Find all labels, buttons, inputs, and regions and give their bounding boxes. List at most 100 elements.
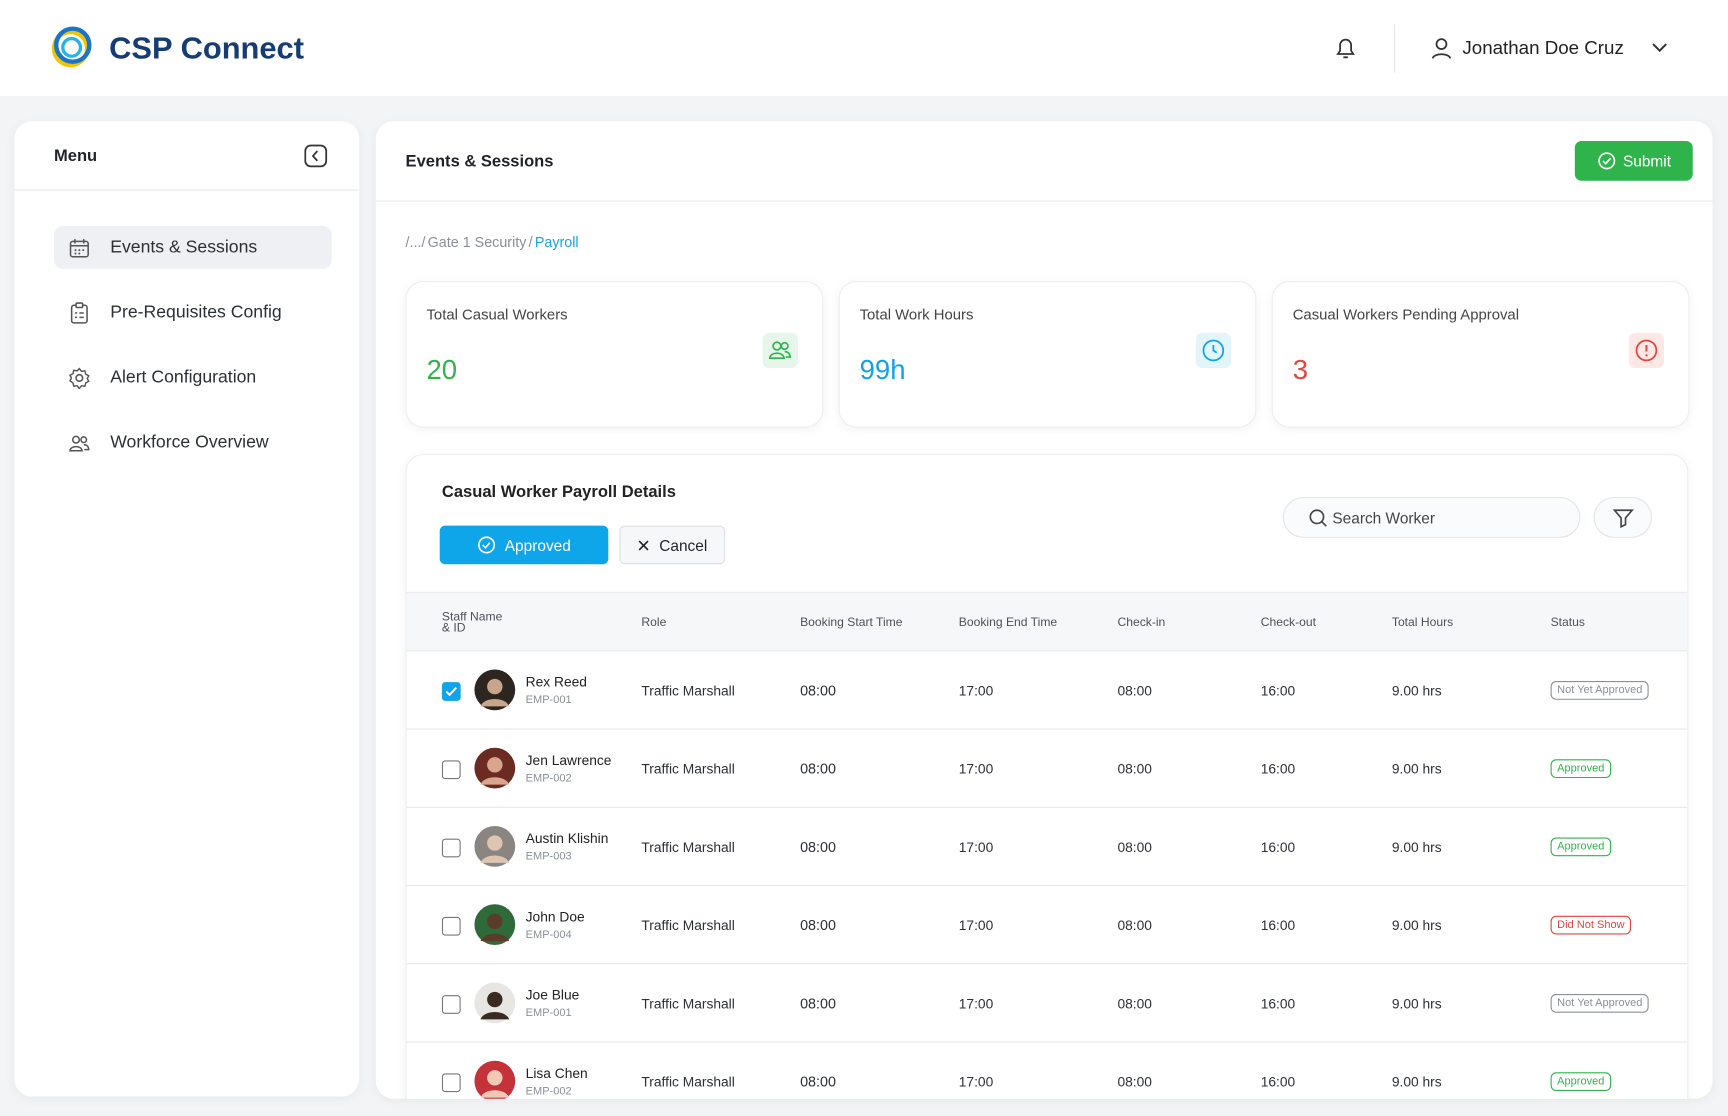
search-input[interactable]: Search Worker — [1282, 497, 1581, 538]
status-cell: Approved — [1550, 1043, 1611, 1099]
payroll-table-card: Casual Worker Payroll Details Approved C… — [405, 454, 1689, 1099]
cell-role: Traffic Marshall — [641, 839, 735, 855]
row-checkbox[interactable] — [441, 1073, 461, 1093]
status-badge: Did Not Show — [1550, 915, 1632, 935]
column-header: Booking Start Time — [800, 615, 903, 629]
table-body: Rex Reed EMP-001 Traffic Marshall 08:00 17:0… — [406, 650, 1688, 1099]
approve-label: Approved — [504, 536, 571, 554]
cell-role: Traffic Marshall — [641, 682, 735, 699]
staff-id: EMP-002 — [525, 772, 572, 785]
main-panel: Events & Sessions Submit /.../Gate 1 Sec… — [375, 121, 1713, 1099]
column-header: Status — [1550, 615, 1585, 629]
cell-end: 17:00 — [958, 917, 994, 933]
cell-check-in: 08:00 — [1117, 760, 1152, 777]
user-dropdown[interactable] — [1650, 40, 1670, 55]
cancel-icon — [638, 539, 649, 550]
table-row: Lisa Chen EMP-002 Traffic Marshall 08:00 17:… — [406, 1041, 1688, 1099]
user-name[interactable]: Jonathan Doe Cruz — [1462, 37, 1624, 59]
cell-role: Traffic Marshall — [641, 917, 735, 933]
cell-start: 08:00 — [800, 995, 836, 1012]
menu-icon — [70, 301, 88, 324]
status-badge: Approved — [1550, 759, 1611, 779]
stat-label: Total Work Hours — [859, 306, 974, 323]
table-row: Rex Reed EMP-001 Traffic Marshall 08:00 17:0… — [406, 650, 1688, 729]
sidebar-title: Menu — [53, 146, 98, 166]
row-checkbox[interactable] — [441, 838, 461, 858]
avatar — [474, 1060, 516, 1099]
cell-start: 08:00 — [800, 838, 836, 856]
stat-value: 20 — [426, 354, 458, 386]
cell-start: 08:00 — [800, 1073, 836, 1090]
cancel-button[interactable]: Cancel — [619, 525, 726, 565]
sidebar: Menu Events & Sessions Pre-Requisites Con… — [14, 121, 360, 1097]
divider — [14, 189, 360, 191]
row-checkbox[interactable] — [441, 916, 461, 936]
status-cell: Not Yet Approved — [1550, 964, 1649, 1042]
status-cell: Not Yet Approved — [1550, 651, 1649, 729]
staff-name: Jen Lawrence — [525, 752, 612, 769]
cell-end: 17:00 — [958, 1073, 994, 1090]
collapse-button[interactable] — [304, 144, 328, 168]
brand: CSP Connect — [109, 30, 305, 66]
cell-end: 17:00 — [958, 995, 994, 1012]
staff-id: EMP-001 — [525, 694, 572, 707]
table-row: Jen Lawrence EMP-002 Traffic Marshall 08:00… — [406, 728, 1688, 807]
row-checkbox[interactable] — [441, 995, 461, 1014]
table-row: John Doe EMP-004 Traffic Marshall 08:00 17:0… — [406, 884, 1688, 964]
status-cell: Approved — [1550, 808, 1611, 886]
table-row: Joe Blue EMP-001 Traffic Marshall 08:00 17:0… — [406, 963, 1688, 1042]
breadcrumb-item: /.../ — [405, 233, 426, 251]
filter-button[interactable] — [1593, 497, 1652, 538]
breadcrumb-item: Payroll — [534, 233, 579, 251]
submit-button[interactable]: Submit — [1574, 141, 1693, 181]
submit-label: Submit — [1622, 152, 1672, 170]
menu-icon — [69, 238, 89, 257]
cell-check-in: 08:00 — [1117, 1073, 1152, 1090]
stat-value: 3 — [1292, 354, 1309, 386]
stat-icon — [762, 332, 798, 369]
menu-item[interactable]: Workforce Overview — [54, 421, 332, 464]
staff-name: Lisa Chen — [525, 1065, 588, 1082]
filter-icon — [1612, 508, 1634, 528]
cell-role: Traffic Marshall — [641, 995, 735, 1012]
stat-label: Casual Workers Pending Approval — [1292, 306, 1520, 323]
notification-bell[interactable] — [1333, 35, 1357, 61]
staff-name: Rex Reed — [525, 674, 587, 690]
breadcrumb-item: Gate 1 Security — [427, 233, 527, 251]
stat-label: Total Casual Workers — [426, 306, 568, 323]
cell-end: 17:00 — [958, 682, 994, 699]
row-checkbox[interactable] — [441, 760, 461, 780]
cell-end: 17:00 — [958, 839, 994, 855]
status-badge: Not Yet Approved — [1550, 994, 1649, 1013]
cell-hours: 9.00 hrs — [1391, 839, 1442, 855]
column-header: Staff Name & ID — [441, 609, 503, 635]
cell-start: 08:00 — [800, 760, 836, 777]
cell-check-in: 08:00 — [1117, 995, 1152, 1012]
status-badge: Approved — [1550, 1072, 1611, 1092]
menu-label: Alert Configuration — [110, 367, 257, 387]
staff-id: EMP-002 — [525, 1085, 572, 1098]
search-placeholder: Search Worker — [1332, 508, 1435, 527]
cell-end: 17:00 — [958, 760, 994, 777]
cell-check-out: 16:00 — [1260, 760, 1296, 777]
staff-id: EMP-003 — [525, 850, 572, 863]
divider — [1394, 24, 1396, 73]
check-mark — [445, 687, 457, 697]
avatar — [474, 825, 516, 867]
menu-item[interactable]: Alert Configuration — [54, 356, 332, 399]
menu-icon — [69, 435, 90, 451]
menu-item[interactable]: Events & Sessions — [53, 225, 332, 269]
table-title: Casual Worker Payroll Details — [441, 482, 676, 502]
row-checkbox[interactable] — [441, 682, 461, 701]
approve-button[interactable]: Approved — [439, 525, 609, 565]
cell-check-in: 08:00 — [1117, 682, 1152, 699]
cell-hours: 9.00 hrs — [1391, 917, 1442, 933]
stat-icon-glyph — [1635, 339, 1658, 362]
menu-item[interactable]: Pre-Requisites Config — [54, 291, 332, 334]
breadcrumb-item: / — [528, 233, 533, 251]
cell-start: 08:00 — [800, 916, 836, 934]
approve-icon — [478, 536, 496, 554]
stat-card: Total Casual Workers 20 — [405, 281, 824, 428]
